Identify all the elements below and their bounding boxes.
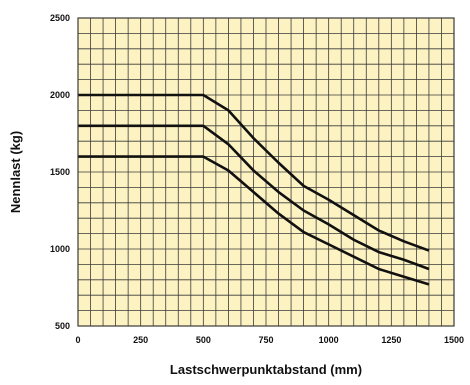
y-tick-label: 2500 — [50, 13, 70, 23]
plot-frame — [77, 17, 455, 327]
x-tick-label: 250 — [133, 335, 148, 345]
tick-labels: 0 250 500 750 1000 1250 1500 500 1000 1500 2000 250… — [50, 13, 464, 345]
series-line-1 — [78, 93, 430, 252]
x-tick-label: 500 — [196, 335, 211, 345]
grid — [77, 17, 455, 327]
x-tick-label: 1250 — [381, 335, 401, 345]
x-tick-label: 750 — [258, 335, 273, 345]
x-axis-title: Lastschwerpunktabstand (mm) — [170, 362, 362, 377]
y-tick-label: 2000 — [50, 90, 70, 100]
x-tick-label: 0 — [75, 335, 80, 345]
x-tick-label: 1500 — [444, 335, 464, 345]
y-tick-label: 1000 — [50, 244, 70, 254]
series-line-2 — [78, 124, 430, 271]
y-tick-label: 1500 — [50, 167, 70, 177]
x-tick-label: 1000 — [319, 335, 339, 345]
y-axis-title: Nennlast (kg) — [8, 131, 23, 213]
series-line-3 — [78, 155, 430, 286]
y-tick-label: 500 — [55, 321, 70, 331]
series-layer — [78, 93, 430, 286]
